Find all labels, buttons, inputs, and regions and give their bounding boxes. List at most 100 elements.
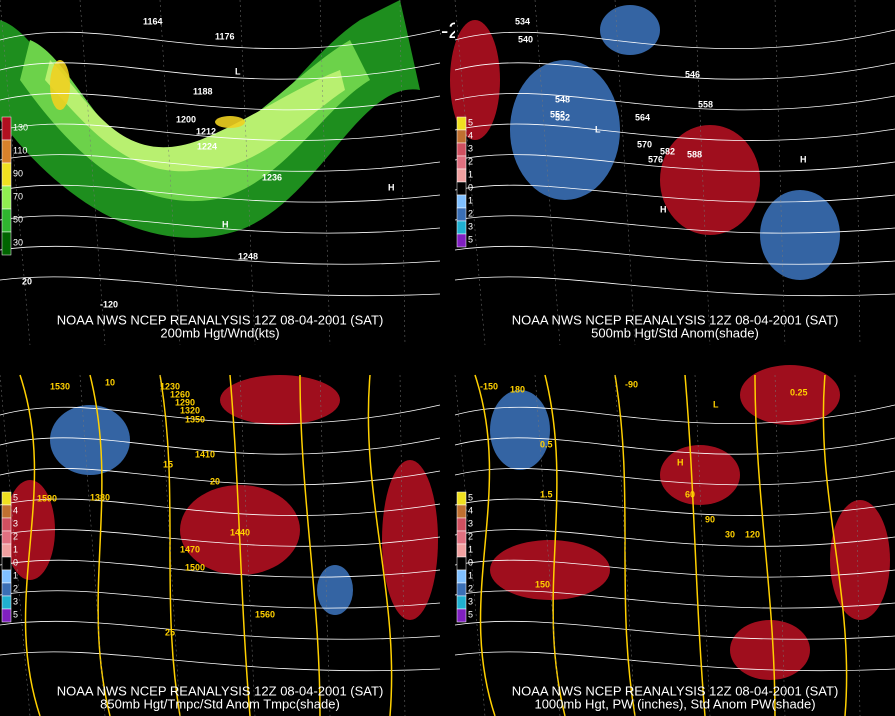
- contour: [0, 529, 441, 547]
- contour-label: 534: [515, 16, 530, 26]
- contour: [0, 93, 441, 111]
- legend-label: 0: [13, 557, 18, 567]
- legend-label: 4: [13, 505, 18, 515]
- contour-label: -150: [480, 381, 498, 391]
- shaded-region: [760, 190, 840, 280]
- legend-label: 3: [13, 596, 18, 606]
- contour: [0, 215, 441, 234]
- legend-label: 4: [468, 505, 473, 515]
- legend-swatch: [1, 530, 12, 545]
- boundary: [534, 374, 561, 716]
- contour-label: 1410: [195, 449, 215, 459]
- contour-label: 1350: [185, 414, 205, 424]
- contour: [454, 559, 895, 578]
- contour-label: H: [660, 204, 667, 214]
- contour: [0, 154, 441, 172]
- contour-label: H: [677, 457, 684, 467]
- legend-label: 1: [468, 544, 473, 554]
- contour-label: 0.25: [790, 387, 808, 397]
- contour: [454, 498, 895, 516]
- shaded-region: [220, 375, 340, 425]
- contour: [454, 590, 895, 609]
- legend-label: 2: [468, 583, 473, 593]
- contour-label: 60: [685, 489, 695, 499]
- contour: [19, 374, 41, 716]
- legend-label: 5: [13, 492, 18, 502]
- contour-label: 558: [698, 99, 713, 109]
- legend-label: 0: [468, 557, 473, 567]
- source-label: NOAA NWS NCEP REANALYSIS 12Z 08-04-2001 …: [512, 312, 839, 327]
- boundary: [399, 374, 406, 716]
- contour: [454, 468, 895, 486]
- contour: [0, 620, 441, 640]
- legend-swatch: [456, 608, 467, 623]
- contour: [454, 62, 895, 80]
- contour: [0, 468, 441, 486]
- legend-swatch: [1, 491, 12, 506]
- contour-label: 1.5: [540, 489, 553, 499]
- panel-caption: 1000mb Hgt, PW (inches), Std Anom PW(sha…: [534, 696, 815, 711]
- contour: [454, 215, 895, 234]
- contour: [454, 651, 895, 672]
- legend-swatch: [1, 231, 12, 256]
- shaded-region: [0, 0, 420, 238]
- contour-label: 1212: [196, 126, 216, 136]
- contour-label: -90: [625, 379, 638, 389]
- contour: [0, 62, 441, 80]
- boundary: [239, 374, 256, 716]
- contour-label: 1248: [238, 251, 258, 261]
- contour: [454, 245, 895, 265]
- contour: [0, 276, 441, 297]
- legend-label: 110: [13, 145, 27, 155]
- contour: [454, 29, 895, 49]
- boundary: [159, 374, 181, 716]
- legend-label: 30: [13, 237, 23, 247]
- shaded-region: [740, 365, 840, 425]
- contour-label: 1470: [180, 544, 200, 554]
- shaded-region: [50, 60, 70, 110]
- contour-label: 546: [685, 69, 700, 79]
- boundary: [0, 374, 31, 716]
- legend-label: 3: [468, 143, 473, 153]
- contour-label: 30: [725, 529, 735, 539]
- legend-swatch: [456, 233, 467, 248]
- legend-swatch: [456, 504, 467, 519]
- shaded-region: [490, 540, 610, 600]
- contour-label: 1500: [185, 562, 205, 572]
- legend-label: 1: [468, 570, 473, 580]
- legend-label: 3: [13, 518, 18, 528]
- shaded-region: [660, 125, 760, 235]
- panel-caption: 850mb Hgt/Tmpc/Std Anom Tmpc(shade): [100, 696, 340, 711]
- contour: [229, 374, 251, 716]
- contour-label: 564: [635, 112, 650, 122]
- contour-label: H: [800, 154, 807, 164]
- boundary: [694, 374, 711, 716]
- legend-swatch: [456, 220, 467, 235]
- boundary: [79, 374, 106, 716]
- legend-label: 90: [13, 168, 23, 178]
- panel-caption: 200mb Hgt/Wnd(kts): [160, 325, 279, 340]
- contour-label: 570: [637, 139, 652, 149]
- contour: [0, 404, 441, 424]
- source-label: NOAA NWS NCEP REANALYSIS 12Z 08-04-2001 …: [512, 683, 839, 698]
- contour-label: 548: [555, 94, 570, 104]
- legend-swatch: [1, 595, 12, 610]
- legend-swatch: [1, 504, 12, 519]
- legend-label: 0: [468, 182, 473, 192]
- legend-label: 1: [13, 570, 18, 580]
- contour: [822, 374, 848, 716]
- contour-label: 552: [555, 112, 570, 122]
- contour-label: 1260: [170, 389, 190, 399]
- legend-label: 2: [468, 531, 473, 541]
- contour-label: 1290: [175, 397, 195, 407]
- contour-label: 540: [518, 34, 533, 44]
- contour-label: 1380: [90, 492, 110, 502]
- legend-label: 3: [468, 518, 473, 528]
- legend-swatch: [1, 543, 12, 558]
- contour-label: 1440: [230, 527, 250, 537]
- contour: [684, 374, 706, 716]
- legend-label: 2: [468, 208, 473, 218]
- contour-label: 20: [22, 276, 32, 286]
- legend-label: 3: [468, 221, 473, 231]
